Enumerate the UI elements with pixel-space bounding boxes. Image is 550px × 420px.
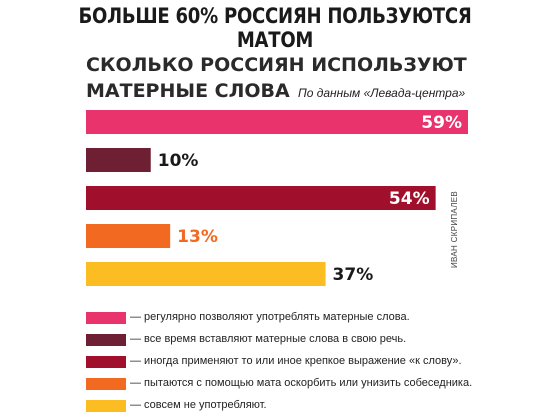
bar-sometimes <box>86 186 436 210</box>
legend-swatch-regular <box>86 312 126 324</box>
bar-insult <box>86 224 171 248</box>
bar-value-label-sometimes: 54% <box>389 189 430 209</box>
legend-label-never: — совсем не употребляют. <box>130 399 267 411</box>
legend-swatch-insult <box>86 378 126 390</box>
bar-always <box>86 148 151 172</box>
legend-swatch-sometimes <box>86 356 126 368</box>
legend-label-regular: — регулярно позволяют употреблять матерн… <box>130 311 410 323</box>
headline: БОЛЬШЕ 60% РОССИЯН ПОЛЬЗУЮТСЯ МАТОМ <box>78 4 472 52</box>
bar-regular <box>86 110 468 134</box>
bar-never <box>86 262 326 286</box>
bar-value-label-always: 10% <box>158 151 199 171</box>
bar-chart: 59% 10% 54% 13% 37% <box>86 110 468 286</box>
bar-value-label-never: 37% <box>333 265 374 285</box>
legend-swatch-never <box>86 400 126 412</box>
bar-value-label-insult: 13% <box>177 227 218 247</box>
bar-value-label-regular: 59% <box>421 113 462 133</box>
chart-title-line1: СКОЛЬКО РОССИЯН ИСПОЛЬЗУЮТ <box>86 54 467 76</box>
chart-title-line2: МАТЕРНЫЕ СЛОВА <box>86 80 290 102</box>
source-note: По данным «Левада-центра» <box>298 86 466 100</box>
legend-label-always: — все время вставляют матерные слова в с… <box>130 333 407 345</box>
legend-swatch-always <box>86 334 126 346</box>
legend-label-sometimes: — иногда применяют то или иное крепкое в… <box>130 355 462 367</box>
legend-label-insult: — пытаются с помощью мата оскорбить или … <box>130 377 473 389</box>
